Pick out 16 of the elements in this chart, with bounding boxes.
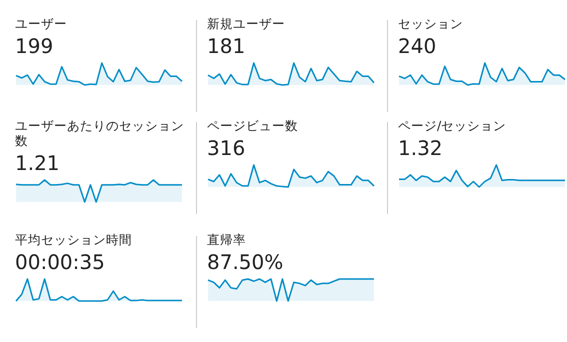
chart-subtitle: 199 — [15, 33, 54, 59]
chart-title: ページビュー数 — [207, 118, 299, 133]
chart-title: 直帰率 — [207, 232, 247, 247]
chart-title: 新規ユーザー — [207, 16, 286, 31]
chart-subtitle: 1.21 — [15, 150, 61, 176]
chart-subtitle: 00:00:35 — [15, 249, 106, 275]
chart-subtitle: 240 — [398, 33, 438, 59]
chart-subtitle: 87.50% — [207, 249, 284, 275]
chart-subtitle: 181 — [207, 33, 246, 59]
chart-subtitle: 1.32 — [398, 135, 444, 161]
chart-title: 平均セッション時間 — [15, 232, 133, 247]
chart-title: ユーザー — [15, 16, 68, 31]
chart-title: ページ/セッション — [398, 118, 508, 133]
chart-subtitle: 316 — [207, 135, 246, 161]
chart-title: セッション — [398, 16, 464, 31]
chart-title: ユーザーあたりのセッション数 — [15, 118, 185, 148]
